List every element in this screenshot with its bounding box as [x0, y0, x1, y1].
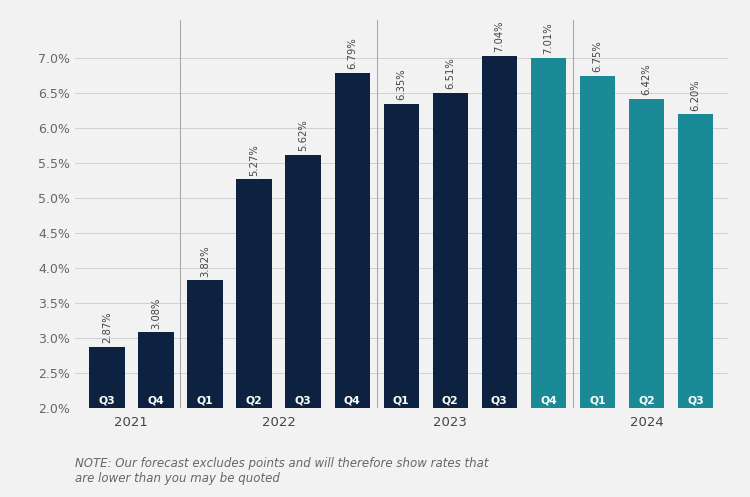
- Bar: [629, 99, 664, 497]
- Bar: [531, 58, 566, 497]
- Text: Q1: Q1: [393, 396, 410, 406]
- Text: 6.42%: 6.42%: [641, 64, 652, 95]
- Bar: [236, 179, 272, 497]
- Bar: [286, 155, 321, 497]
- Text: 3.82%: 3.82%: [200, 246, 210, 277]
- Bar: [580, 76, 615, 497]
- Text: Q4: Q4: [540, 396, 556, 406]
- Text: 7.01%: 7.01%: [544, 22, 554, 54]
- Text: 3.08%: 3.08%: [151, 297, 161, 329]
- Bar: [334, 73, 370, 497]
- Text: Q3: Q3: [687, 396, 704, 406]
- Text: Q4: Q4: [344, 396, 361, 406]
- Text: Q3: Q3: [295, 396, 311, 406]
- Text: Q4: Q4: [148, 396, 164, 406]
- Text: 2023: 2023: [433, 416, 467, 429]
- Text: 5.62%: 5.62%: [298, 119, 308, 151]
- Bar: [89, 347, 124, 497]
- Bar: [383, 104, 419, 497]
- Text: 2021: 2021: [115, 416, 148, 429]
- Text: 2024: 2024: [630, 416, 664, 429]
- Text: 2.87%: 2.87%: [102, 312, 112, 343]
- Text: Q2: Q2: [638, 396, 655, 406]
- Text: 5.27%: 5.27%: [249, 144, 259, 175]
- Text: Q1: Q1: [196, 396, 213, 406]
- Text: Q3: Q3: [98, 396, 116, 406]
- Text: 6.20%: 6.20%: [691, 79, 700, 111]
- Bar: [678, 114, 713, 497]
- Bar: [433, 92, 468, 497]
- Text: 6.75%: 6.75%: [592, 41, 602, 72]
- Bar: [188, 280, 223, 497]
- Text: 6.51%: 6.51%: [446, 57, 455, 89]
- Text: Q2: Q2: [442, 396, 459, 406]
- Text: 6.79%: 6.79%: [347, 38, 357, 70]
- Text: 6.35%: 6.35%: [396, 69, 406, 100]
- Text: 7.04%: 7.04%: [494, 20, 504, 52]
- Bar: [138, 332, 173, 497]
- Text: Q3: Q3: [491, 396, 508, 406]
- Bar: [482, 56, 517, 497]
- Text: 2022: 2022: [262, 416, 296, 429]
- Text: NOTE: Our forecast excludes points and will therefore show rates that
are lower : NOTE: Our forecast excludes points and w…: [75, 457, 488, 485]
- Text: Q2: Q2: [246, 396, 262, 406]
- Text: Q1: Q1: [590, 396, 606, 406]
